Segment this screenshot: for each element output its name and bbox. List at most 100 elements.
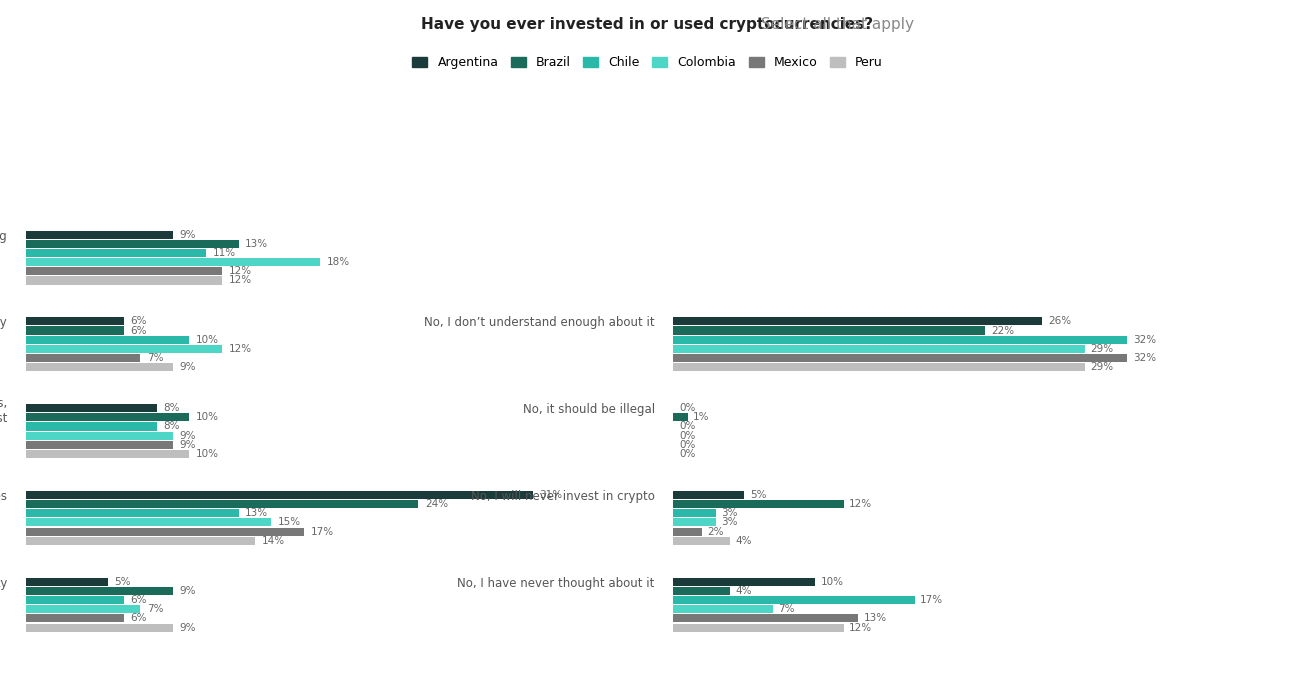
Bar [26, 537, 255, 545]
Bar [673, 518, 716, 527]
Bar [26, 249, 206, 257]
Bar [26, 422, 157, 430]
Bar [673, 509, 716, 518]
Text: 12%: 12% [229, 344, 251, 354]
Text: 9%: 9% [180, 430, 196, 441]
Text: 0%: 0% [679, 403, 695, 413]
Bar [673, 336, 1127, 344]
Bar [26, 258, 320, 266]
Bar [673, 491, 745, 499]
Bar [673, 614, 857, 623]
Text: 31%: 31% [540, 490, 562, 500]
Text: 29%: 29% [1090, 362, 1114, 372]
Text: 0%: 0% [679, 430, 695, 441]
Text: 13%: 13% [245, 239, 268, 248]
Text: 12%: 12% [850, 623, 873, 632]
Bar [26, 500, 418, 508]
Bar [673, 345, 1085, 353]
Text: 10%: 10% [196, 412, 219, 422]
Text: Have you ever invested in or used cryptocurrencies?: Have you ever invested in or used crypto… [421, 17, 874, 33]
Bar [26, 623, 174, 632]
Bar [26, 404, 157, 412]
Bar [26, 587, 174, 595]
Text: 7%: 7% [146, 353, 163, 363]
Bar [673, 327, 985, 334]
Bar [673, 527, 702, 536]
Bar [26, 518, 271, 527]
Text: 1%: 1% [693, 412, 710, 422]
Text: 7%: 7% [146, 604, 163, 614]
Bar [26, 345, 223, 353]
Text: 5%: 5% [114, 576, 131, 587]
Text: 11%: 11% [212, 248, 236, 258]
Bar [673, 318, 1042, 325]
Bar [26, 354, 140, 362]
Text: 5%: 5% [750, 490, 767, 500]
Bar [673, 578, 816, 585]
Bar [26, 432, 174, 439]
Bar [26, 327, 124, 334]
Text: 9%: 9% [180, 362, 196, 372]
Bar [673, 363, 1085, 372]
Bar [673, 537, 730, 545]
Text: 12%: 12% [229, 266, 251, 276]
Text: 17%: 17% [311, 527, 334, 536]
Bar [673, 413, 688, 421]
Bar [26, 527, 304, 536]
Text: 10%: 10% [821, 576, 844, 587]
Bar [673, 606, 773, 613]
Bar [26, 336, 189, 344]
Text: 10%: 10% [196, 335, 219, 345]
Text: 8%: 8% [163, 403, 180, 413]
Text: 13%: 13% [245, 509, 268, 518]
Legend: Argentina, Brazil, Chile, Colombia, Mexico, Peru: Argentina, Brazil, Chile, Colombia, Mexi… [408, 51, 887, 74]
Bar [673, 587, 730, 595]
Text: 9%: 9% [180, 623, 196, 632]
Bar [26, 413, 189, 421]
Text: 6%: 6% [131, 613, 148, 623]
Text: 0%: 0% [679, 440, 695, 450]
Text: 12%: 12% [229, 275, 251, 286]
Text: 9%: 9% [180, 440, 196, 450]
Bar [26, 578, 107, 585]
Text: 8%: 8% [163, 421, 180, 432]
Text: 24%: 24% [425, 499, 448, 509]
Text: 12%: 12% [850, 499, 873, 509]
Bar [26, 614, 124, 623]
Text: 10%: 10% [196, 449, 219, 459]
Text: 0%: 0% [679, 421, 695, 432]
Bar [26, 450, 189, 458]
Text: 26%: 26% [1048, 316, 1071, 327]
Bar [673, 500, 843, 508]
Text: 6%: 6% [131, 595, 148, 605]
Text: Have you ever invested in or used cryptocurrencies? Select all that apply: Have you ever invested in or used crypto… [366, 17, 929, 33]
Text: 6%: 6% [131, 316, 148, 327]
Text: 3%: 3% [721, 518, 738, 527]
Bar [26, 267, 223, 275]
Bar [673, 354, 1127, 362]
Bar [26, 318, 124, 325]
Bar [26, 596, 124, 604]
Text: 17%: 17% [921, 595, 943, 605]
Bar [26, 441, 174, 449]
Text: 0%: 0% [679, 449, 695, 459]
Text: 14%: 14% [262, 536, 285, 546]
Text: 2%: 2% [707, 527, 724, 536]
Text: 7%: 7% [778, 604, 795, 614]
Text: 4%: 4% [736, 536, 752, 546]
Bar [26, 276, 223, 284]
Text: 32%: 32% [1133, 335, 1156, 345]
Bar [26, 491, 534, 499]
Text: 15%: 15% [278, 518, 300, 527]
Bar [26, 509, 238, 518]
Text: 9%: 9% [180, 230, 196, 239]
Bar [26, 606, 140, 613]
Text: Select all that apply: Select all that apply [756, 17, 914, 33]
Text: 22%: 22% [991, 325, 1014, 336]
Text: 3%: 3% [721, 509, 738, 518]
Text: 4%: 4% [736, 586, 752, 596]
Bar [673, 623, 843, 632]
Text: 9%: 9% [180, 586, 196, 596]
Bar [673, 596, 914, 604]
Bar [26, 363, 174, 372]
